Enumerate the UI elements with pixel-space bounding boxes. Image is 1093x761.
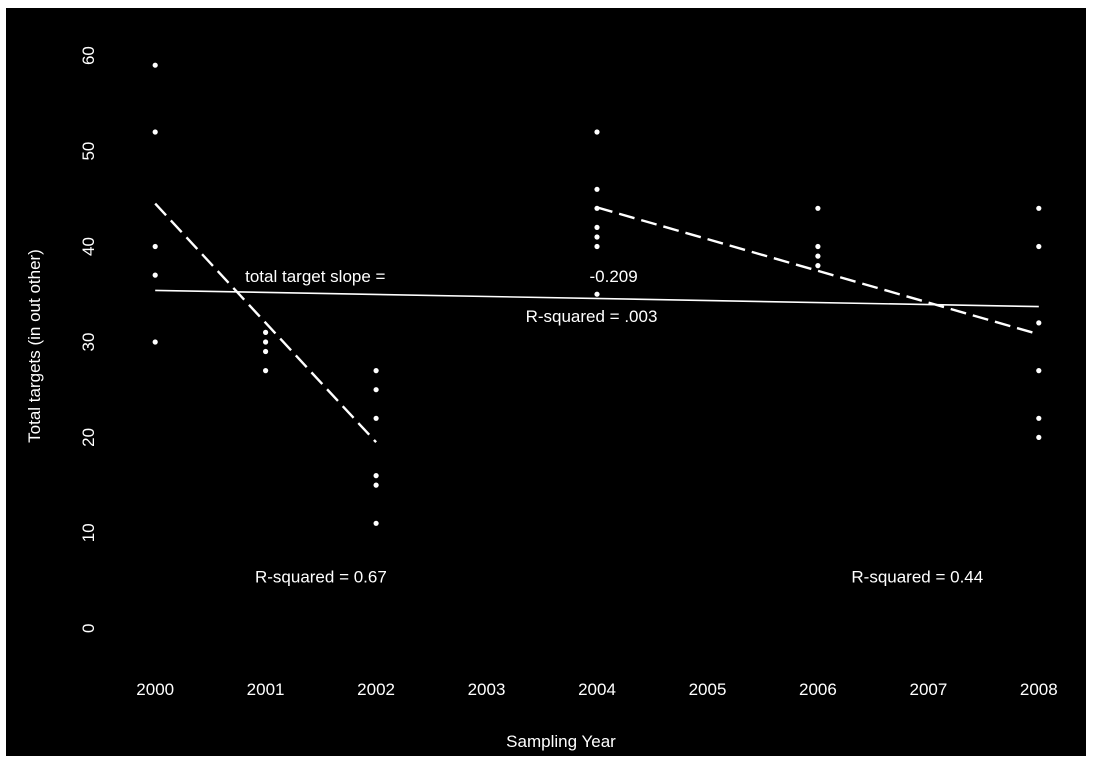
data-point [1036, 434, 1042, 440]
dashed-trend-line [596, 206, 1040, 336]
dashed-trend-line [154, 202, 377, 444]
data-point [152, 272, 158, 278]
y-tick-label: 20 [79, 428, 98, 447]
data-point [594, 234, 600, 240]
trend-lines [154, 202, 1040, 444]
x-tick-label: 2001 [247, 680, 285, 699]
data-point [373, 473, 379, 479]
y-tick-label: 10 [79, 523, 98, 542]
data-point [1036, 368, 1042, 374]
overall-trend-line [155, 289, 1039, 308]
chart-annotation: total target slope = [245, 267, 385, 286]
x-tick-label: 2004 [578, 680, 616, 699]
y-tick-label: 0 [79, 624, 98, 633]
data-point [594, 205, 600, 211]
data-point [594, 224, 600, 230]
data-point [594, 186, 600, 192]
y-axis-ticks: 0 10 20 30 40 50 60 [79, 46, 98, 633]
data-point [373, 387, 379, 393]
x-tick-label: 2003 [468, 680, 506, 699]
data-point [815, 243, 821, 250]
y-tick-label: 60 [79, 46, 98, 65]
data-points [152, 62, 1042, 526]
x-tick-label: 2006 [799, 680, 837, 699]
data-point [1036, 320, 1042, 326]
chart-annotation: R-squared = 0.44 [851, 568, 983, 587]
chart-background: 0 10 20 30 40 50 60 2000 2001 2002 2003 2004 2005 20… [6, 8, 1086, 756]
data-point [594, 129, 600, 135]
data-point [815, 205, 821, 211]
annotations: total target slope = -0.209 R-squared = .0… [245, 267, 983, 587]
data-point [152, 243, 158, 250]
data-point [1036, 243, 1042, 250]
data-point [1036, 415, 1042, 421]
data-point [152, 339, 158, 345]
y-tick-label: 30 [79, 333, 98, 352]
data-point [152, 129, 158, 135]
x-tick-label: 2000 [136, 680, 174, 699]
x-tick-label: 2005 [689, 680, 727, 699]
x-axis-title: Sampling Year [506, 732, 616, 751]
data-point [594, 243, 600, 250]
y-tick-label: 40 [79, 237, 98, 256]
data-point [815, 253, 821, 259]
data-point [373, 520, 379, 526]
data-point [815, 263, 821, 269]
data-point [373, 415, 379, 421]
x-tick-label: 2002 [357, 680, 395, 699]
data-point [373, 482, 379, 488]
y-tick-label: 50 [79, 142, 98, 161]
data-point [263, 368, 269, 374]
chart-annotation: R-squared = 0.67 [255, 568, 387, 587]
chart-annotation: R-squared = .003 [526, 307, 658, 326]
x-axis-ticks: 2000 2001 2002 2003 2004 2005 2006 2007 2008 [136, 680, 1057, 699]
y-axis-title: Total targets (in out other) [25, 249, 44, 443]
data-point [373, 368, 379, 374]
x-tick-label: 2007 [909, 680, 947, 699]
x-tick-label: 2008 [1020, 680, 1058, 699]
data-point [263, 329, 269, 335]
data-point [1036, 205, 1042, 211]
data-point [152, 62, 158, 68]
chart-annotation: -0.209 [589, 267, 637, 286]
data-point [263, 339, 269, 345]
data-point [263, 348, 269, 355]
data-point [594, 291, 600, 297]
